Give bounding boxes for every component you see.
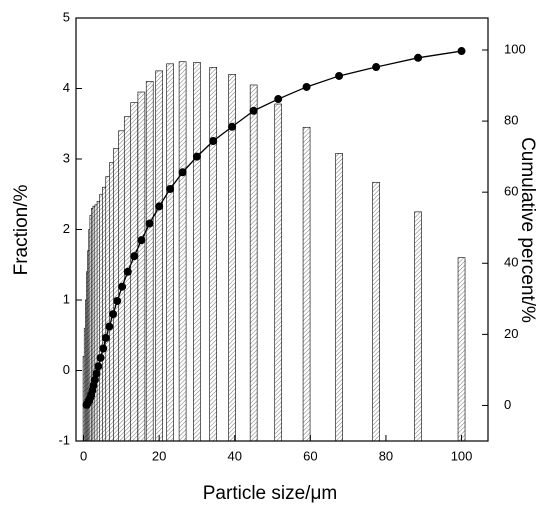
bar	[335, 153, 343, 442]
y2-tick-label: 40	[504, 255, 518, 270]
bar	[145, 81, 154, 442]
y2-tick-label: 80	[504, 113, 518, 128]
marker	[274, 95, 283, 104]
marker	[137, 236, 146, 245]
y-tick-label: 0	[63, 362, 70, 377]
bar	[178, 61, 187, 442]
marker	[123, 267, 132, 276]
marker	[249, 106, 258, 115]
marker	[155, 202, 164, 211]
marker	[113, 296, 122, 305]
y2-tick-label: 0	[504, 397, 511, 412]
marker	[90, 375, 99, 384]
x-tick-label: 20	[152, 448, 166, 463]
bar	[209, 67, 218, 442]
marker	[92, 369, 101, 378]
marker	[109, 310, 118, 319]
bar	[193, 62, 201, 442]
bar	[137, 91, 146, 442]
x-tick-label: 40	[228, 448, 242, 463]
bar	[302, 126, 311, 442]
marker	[94, 362, 103, 371]
marker	[166, 184, 175, 193]
y2-tick-label: 60	[504, 184, 518, 199]
marker	[145, 219, 154, 228]
bar	[155, 70, 163, 442]
y-tick-label: 3	[63, 150, 70, 165]
bar	[372, 181, 380, 442]
marker	[130, 252, 139, 261]
marker	[178, 168, 187, 177]
marker	[372, 63, 381, 72]
marker	[335, 71, 344, 80]
bar	[457, 257, 466, 442]
marker	[105, 322, 114, 331]
marker	[414, 53, 423, 62]
marker	[96, 353, 105, 362]
marker	[192, 152, 201, 161]
bar	[414, 211, 422, 442]
marker	[457, 47, 466, 56]
x-axis-title: Particle size/μm	[203, 483, 337, 504]
x-tick-label: 100	[451, 448, 473, 463]
bar	[166, 63, 174, 442]
x-tick-label: 0	[80, 448, 87, 463]
y-axis-title: Fraction/%	[11, 184, 32, 275]
bar	[274, 103, 283, 442]
y2-axis-title: Cumulative percent/%	[517, 137, 538, 323]
x-tick-label: 80	[379, 448, 393, 463]
y2-tick-label: 20	[504, 326, 518, 341]
x-tick-label: 60	[303, 448, 317, 463]
marker	[209, 136, 218, 145]
marker	[99, 344, 108, 353]
y-tick-label: 1	[63, 291, 70, 306]
y-tick-label: 5	[63, 9, 70, 24]
marker	[228, 122, 237, 131]
bar	[249, 84, 258, 442]
y-tick-label: 4	[63, 80, 70, 95]
marker	[118, 282, 127, 291]
marker	[101, 333, 110, 342]
y2-tick-label: 100	[504, 41, 526, 56]
marker	[302, 82, 311, 91]
y-tick-label: 2	[63, 221, 70, 236]
y-tick-label: -1	[58, 432, 70, 447]
